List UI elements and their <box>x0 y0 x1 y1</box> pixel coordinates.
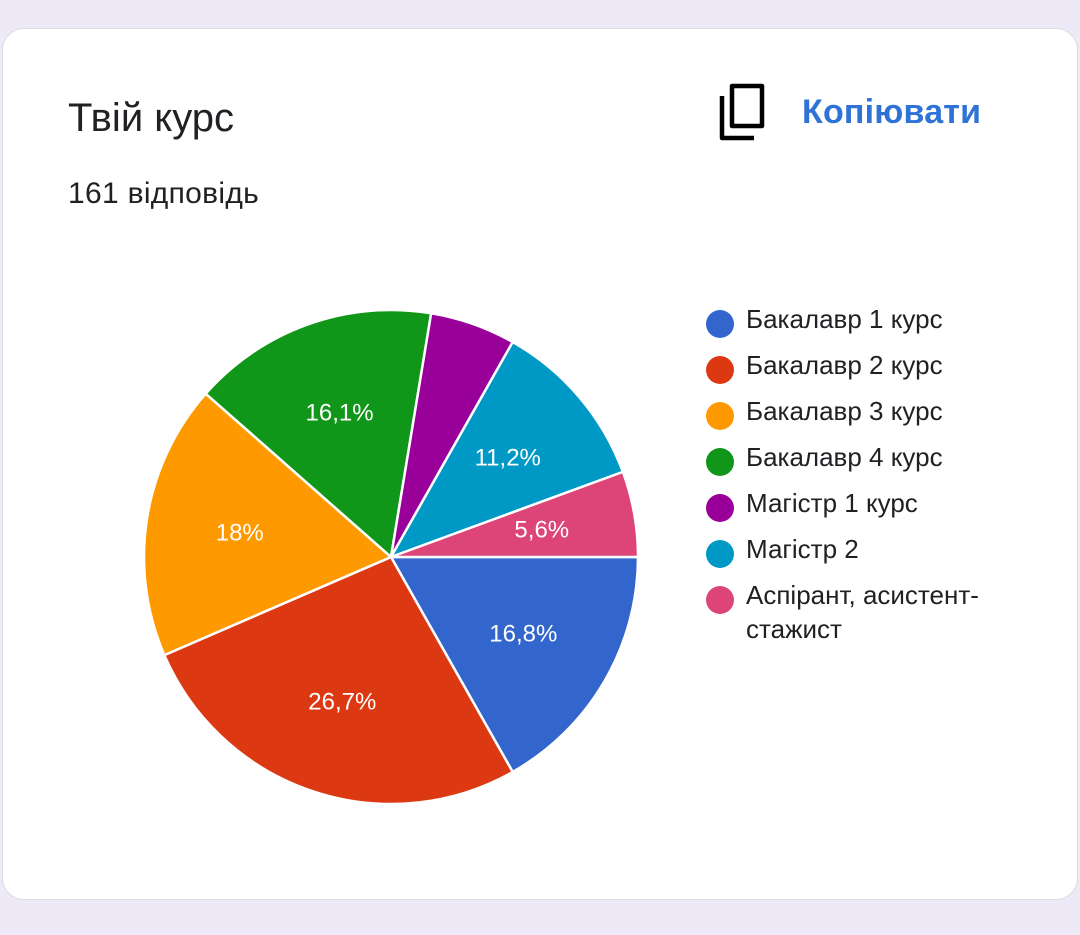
response-count: 161 відповідь <box>68 177 260 210</box>
legend-item-7[interactable]: Аспірант, асистент-стажист <box>706 578 1036 646</box>
legend-swatch <box>706 448 734 476</box>
pie-slice-3[interactable] <box>142 392 393 657</box>
legend-label: Магістр 2 <box>746 534 859 564</box>
copy-icon[interactable] <box>716 82 768 142</box>
pie-chart: 16,8% 26,7% 18% 16,1% 11,2% 5,6% <box>142 308 640 806</box>
legend-label: Аспірант, асистент-стажист <box>746 580 979 644</box>
legend-label: Бакалавр 4 курс <box>746 442 943 472</box>
pie-slice-6[interactable] <box>389 340 625 559</box>
legend-item-3[interactable]: Бакалавр 3 курс <box>706 394 1036 430</box>
legend-item-5[interactable]: Магістр 1 курс <box>706 486 1036 522</box>
legend-item-1[interactable]: Бакалавр 1 курс <box>706 302 1036 338</box>
pie-slice-1[interactable] <box>389 555 640 774</box>
pie-slice-label-3: 18% <box>216 520 264 547</box>
legend-label: Бакалавр 2 курс <box>746 350 943 380</box>
chart-legend: Бакалавр 1 курс Бакалавр 2 курс Бакалавр 3… <box>706 302 1036 656</box>
pie-slice-label-2: 26,7% <box>308 689 376 716</box>
legend-swatch <box>706 586 734 614</box>
copy-button[interactable]: Копіювати <box>716 80 1016 144</box>
pie-slice-label-7: 5,6% <box>514 517 569 544</box>
pie-slice-label-1: 16,8% <box>489 621 557 648</box>
legend-label: Бакалавр 1 курс <box>746 304 943 334</box>
legend-label: Магістр 1 курс <box>746 488 918 518</box>
legend-swatch <box>706 356 734 384</box>
legend-swatch <box>706 494 734 522</box>
pie-slice-label-6: 11,2% <box>475 444 541 471</box>
pie-slice-4[interactable] <box>204 308 433 559</box>
legend-item-4[interactable]: Бакалавр 4 курс <box>706 440 1036 476</box>
legend-item-2[interactable]: Бакалавр 2 курс <box>706 348 1036 384</box>
legend-swatch <box>706 402 734 430</box>
pie-slice-label-4: 16,1% <box>306 399 374 426</box>
copy-label: Копіювати <box>802 92 982 131</box>
legend-label: Бакалавр 3 курс <box>746 396 943 426</box>
pie-slice-7[interactable] <box>389 470 640 559</box>
legend-item-6[interactable]: Магістр 2 <box>706 532 1036 568</box>
legend-swatch <box>706 310 734 338</box>
question-title: Твій курс <box>68 96 235 140</box>
legend-swatch <box>706 540 734 568</box>
